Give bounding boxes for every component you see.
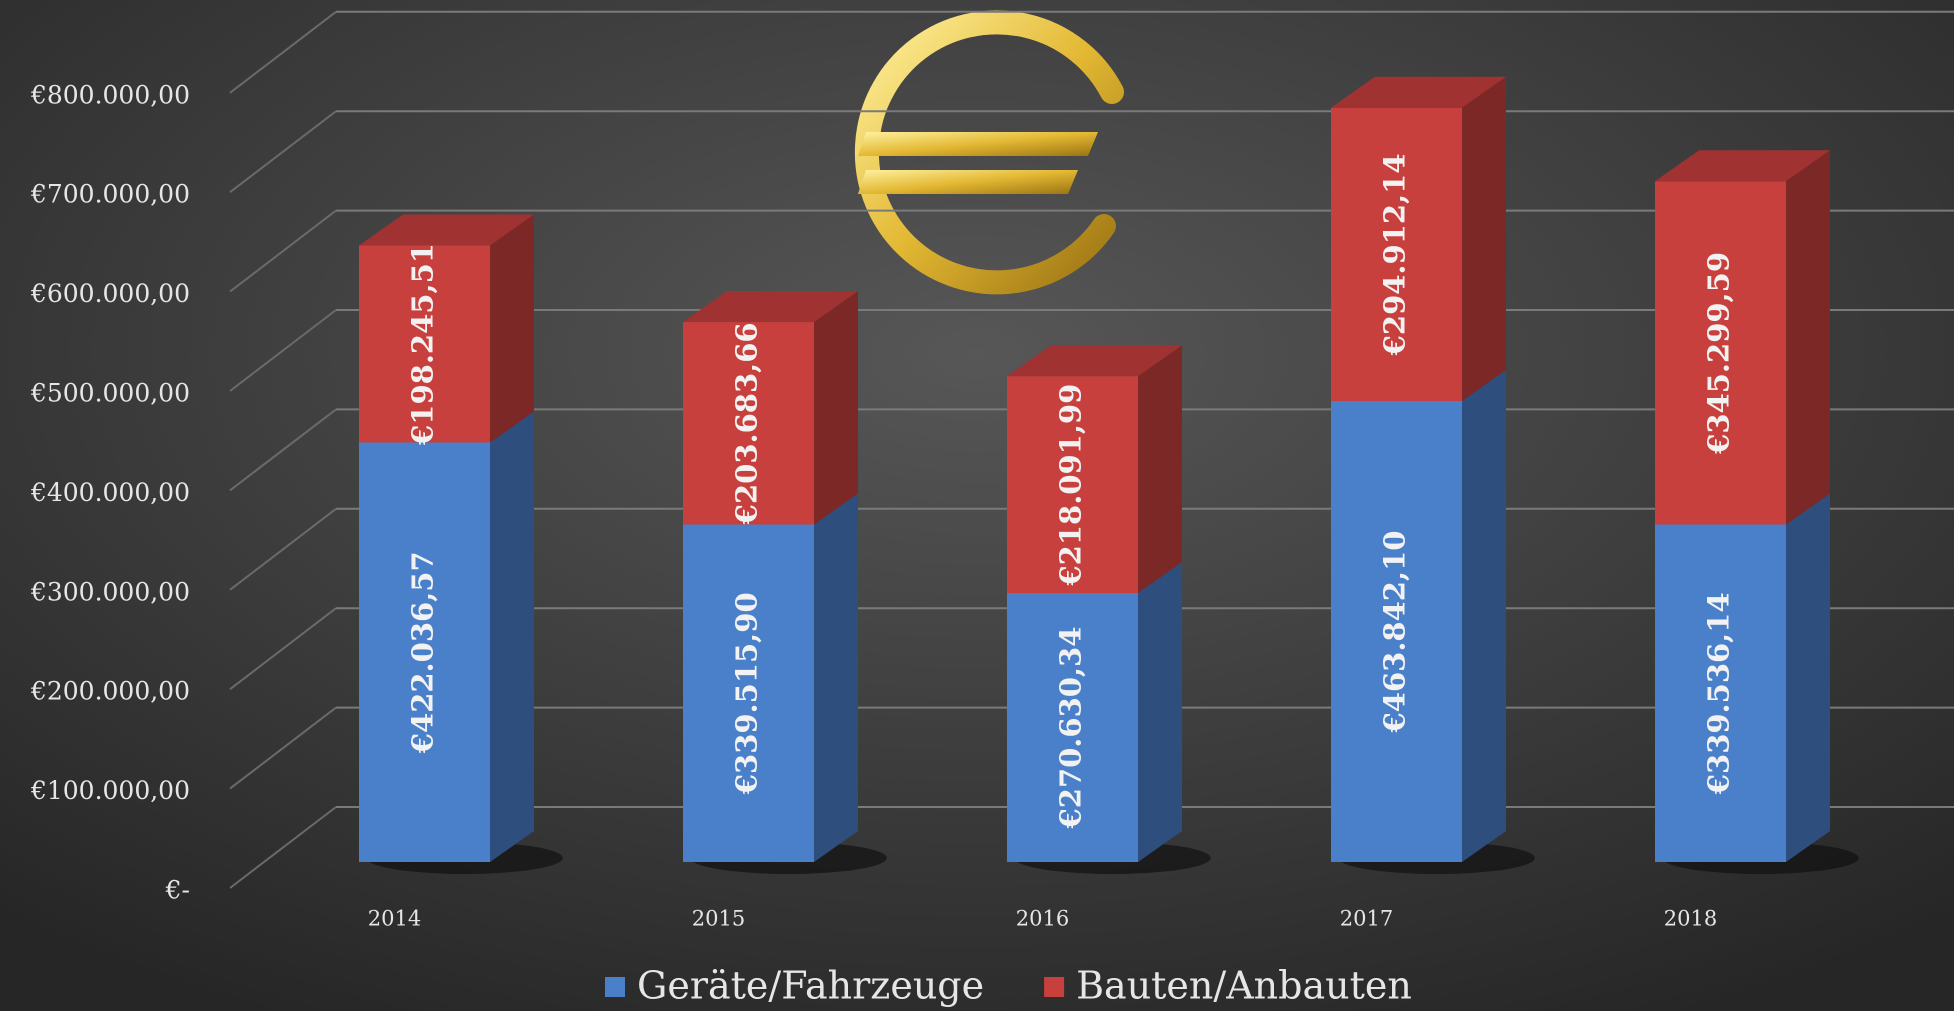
grid-line-diagonal [229, 508, 337, 591]
legend-label: Geräte/Fahrzeuge [637, 964, 984, 1008]
grid-line-diagonal [229, 607, 337, 690]
x-tick-label: 2014 [368, 907, 421, 931]
data-label: €422.036,57 [406, 551, 440, 754]
bar-side [1786, 493, 1830, 862]
grid-line-diagonal [229, 110, 337, 193]
grid-line-diagonal [229, 706, 337, 790]
euro-icon [854, 10, 1124, 295]
x-tick-label: 2018 [1664, 907, 1717, 931]
bar [1007, 376, 1138, 593]
bar [1007, 592, 1138, 862]
legend-swatch [1044, 977, 1065, 997]
grid-line-diagonal [229, 209, 337, 293]
bar-side [1138, 561, 1182, 862]
bar [359, 442, 490, 862]
data-label: €339.536,14 [1702, 592, 1736, 795]
x-tick-label: 2016 [1016, 907, 1069, 931]
bar [683, 322, 814, 525]
bar-side [1462, 76, 1506, 401]
bar-top [359, 214, 534, 246]
bar-side [1462, 369, 1506, 862]
y-tick-label: €100.000,00 [30, 776, 190, 805]
bar-top [1655, 150, 1830, 182]
bar-top [1331, 76, 1506, 108]
x-tick-label: 2015 [692, 907, 745, 931]
data-label: €463.842,10 [1378, 531, 1412, 734]
y-tick-label: €500.000,00 [30, 379, 190, 408]
bar [683, 524, 814, 862]
bar-top [683, 291, 858, 323]
y-tick-label: €300.000,00 [30, 577, 190, 606]
y-tick-label: €- [165, 876, 190, 905]
bar-side [814, 291, 858, 525]
bar [359, 245, 490, 443]
y-tick-label: €700.000,00 [30, 180, 190, 209]
bar-side [490, 411, 534, 862]
bar [1331, 107, 1462, 401]
y-tick-label: €600.000,00 [30, 279, 190, 308]
grid-line-diagonal [229, 11, 337, 94]
bar-top [1007, 345, 1182, 377]
data-label: €198.245,51 [406, 243, 440, 446]
legend-swatch [605, 977, 625, 997]
y-tick-label: €400.000,00 [30, 478, 190, 507]
bar-side [1786, 150, 1830, 525]
y-tick-label: €800.000,00 [30, 80, 190, 109]
bar [1655, 181, 1786, 525]
data-label: €218.091,99 [1054, 384, 1088, 587]
legend-label: Bauten/Anbauten [1076, 964, 1412, 1008]
grid-line-diagonal [229, 309, 337, 392]
data-label: €345.299,59 [1702, 252, 1736, 455]
data-label: €270.630,34 [1054, 627, 1088, 830]
bar-side [1138, 345, 1182, 593]
x-tick-label: 2017 [1340, 907, 1393, 931]
bar-side [490, 214, 534, 443]
grid-line-diagonal [229, 806, 337, 889]
data-label: €294.912,14 [1378, 153, 1412, 356]
y-tick-label: €200.000,00 [30, 677, 190, 706]
bar [1655, 524, 1786, 862]
bar [1331, 400, 1462, 862]
grid-line-diagonal [229, 408, 337, 492]
data-label: €203.683,66 [730, 322, 764, 525]
data-label: €339.515,90 [730, 592, 764, 795]
bar-side [814, 493, 858, 862]
